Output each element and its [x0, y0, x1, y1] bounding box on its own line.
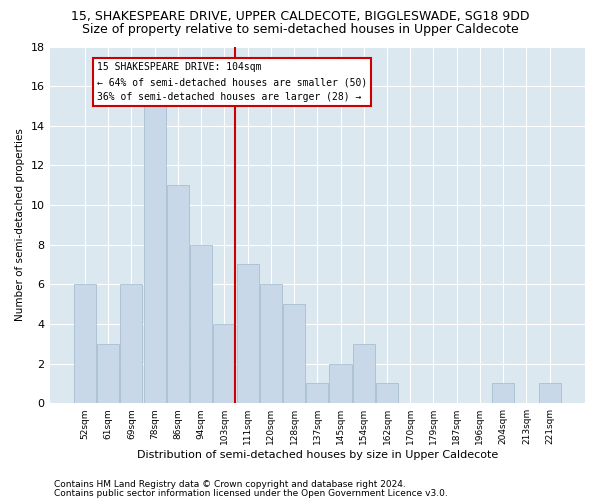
- Text: Size of property relative to semi-detached houses in Upper Caldecote: Size of property relative to semi-detach…: [82, 22, 518, 36]
- Text: Contains HM Land Registry data © Crown copyright and database right 2024.: Contains HM Land Registry data © Crown c…: [54, 480, 406, 489]
- Text: Contains public sector information licensed under the Open Government Licence v3: Contains public sector information licen…: [54, 488, 448, 498]
- Y-axis label: Number of semi-detached properties: Number of semi-detached properties: [15, 128, 25, 322]
- Bar: [236, 264, 259, 403]
- Text: 15, SHAKESPEARE DRIVE, UPPER CALDECOTE, BIGGLESWADE, SG18 9DD: 15, SHAKESPEARE DRIVE, UPPER CALDECOTE, …: [71, 10, 529, 23]
- Bar: [260, 284, 282, 403]
- Bar: [213, 324, 235, 403]
- Bar: [97, 344, 119, 403]
- Bar: [492, 384, 514, 403]
- Bar: [143, 106, 166, 403]
- Bar: [283, 304, 305, 403]
- Bar: [376, 384, 398, 403]
- X-axis label: Distribution of semi-detached houses by size in Upper Caldecote: Distribution of semi-detached houses by …: [137, 450, 498, 460]
- Bar: [74, 284, 96, 403]
- Bar: [121, 284, 142, 403]
- Bar: [353, 344, 375, 403]
- Bar: [167, 185, 189, 403]
- Bar: [329, 364, 352, 403]
- Bar: [539, 384, 560, 403]
- Bar: [190, 244, 212, 403]
- Text: 15 SHAKESPEARE DRIVE: 104sqm
← 64% of semi-detached houses are smaller (50)
36% : 15 SHAKESPEARE DRIVE: 104sqm ← 64% of se…: [97, 62, 367, 102]
- Bar: [306, 384, 328, 403]
